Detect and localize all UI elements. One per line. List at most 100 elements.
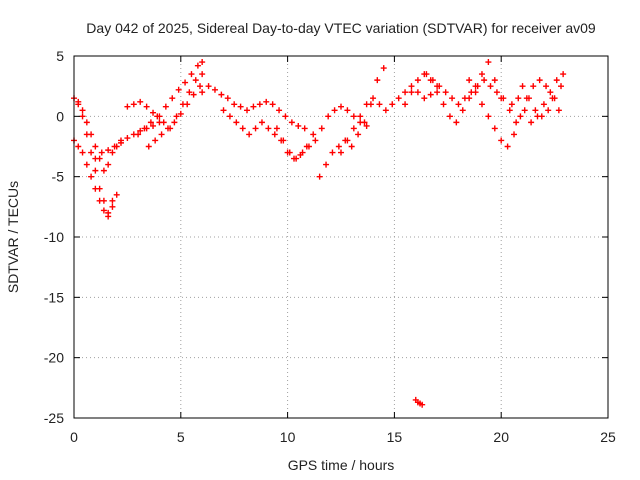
data-point	[88, 149, 95, 156]
data-point	[96, 197, 103, 204]
data-point	[220, 107, 227, 114]
data-point	[164, 125, 171, 132]
grid-lines	[74, 56, 608, 418]
data-point	[374, 77, 381, 84]
data-point	[325, 113, 332, 120]
data-point	[109, 149, 116, 156]
data-point	[205, 83, 212, 90]
data-point	[434, 89, 441, 96]
data-point	[130, 101, 137, 108]
data-point	[98, 149, 105, 156]
data-point	[310, 131, 317, 138]
data-point	[199, 71, 206, 78]
data-points	[71, 59, 567, 408]
x-tick-label: 15	[387, 429, 403, 445]
data-point	[171, 119, 178, 126]
data-point	[370, 95, 377, 102]
chart-title: Day 042 of 2025, Sidereal Day-to-day VTE…	[86, 20, 596, 36]
data-point	[143, 103, 150, 110]
data-point	[124, 103, 131, 110]
data-point	[350, 113, 357, 120]
data-point	[92, 143, 99, 150]
data-point	[536, 77, 543, 84]
data-point	[344, 137, 351, 144]
data-point	[485, 59, 492, 66]
data-point	[79, 107, 86, 114]
data-point	[137, 98, 144, 105]
data-point	[513, 119, 520, 126]
data-point	[109, 203, 116, 210]
data-point	[113, 191, 120, 198]
data-point	[355, 131, 362, 138]
data-point	[301, 125, 308, 132]
data-point	[83, 161, 90, 168]
data-point	[389, 101, 396, 108]
data-point	[117, 139, 124, 146]
data-point	[485, 113, 492, 120]
data-point	[100, 207, 107, 214]
data-point	[231, 101, 238, 108]
data-point	[363, 122, 370, 129]
data-point	[551, 95, 558, 102]
data-point	[547, 89, 554, 96]
data-point	[75, 143, 82, 150]
data-point	[162, 103, 169, 110]
data-point	[147, 119, 154, 126]
data-point	[446, 113, 453, 120]
data-point	[545, 107, 552, 114]
data-point	[521, 107, 528, 114]
data-point	[197, 83, 204, 90]
data-point	[154, 113, 161, 120]
data-point	[141, 125, 148, 132]
data-point	[519, 83, 526, 90]
data-point	[135, 131, 142, 138]
data-point	[244, 107, 251, 114]
data-point	[478, 71, 485, 78]
data-point	[184, 101, 191, 108]
data-point	[276, 107, 283, 114]
data-point	[188, 71, 195, 78]
data-point	[150, 109, 157, 116]
x-axis-label: GPS time / hours	[288, 457, 395, 473]
x-tick-label: 10	[280, 429, 296, 445]
data-point	[555, 107, 562, 114]
data-point	[92, 167, 99, 174]
data-point	[109, 197, 116, 204]
y-tick-label: -5	[52, 169, 65, 185]
data-point	[194, 62, 201, 69]
data-point	[105, 147, 112, 154]
data-point	[543, 83, 550, 90]
data-point	[382, 107, 389, 114]
data-point	[269, 101, 276, 108]
data-point	[83, 119, 90, 126]
data-point	[402, 101, 409, 108]
data-point	[252, 125, 259, 132]
data-point	[182, 79, 189, 86]
x-tick-label: 20	[493, 429, 509, 445]
data-point	[211, 86, 218, 93]
data-point	[357, 113, 364, 120]
data-point	[237, 103, 244, 110]
data-point	[192, 77, 199, 84]
data-point	[511, 131, 518, 138]
data-point	[459, 107, 466, 114]
x-tick-label: 5	[177, 429, 185, 445]
data-point	[92, 185, 99, 192]
data-point	[500, 95, 507, 102]
data-point	[305, 143, 312, 150]
data-point	[376, 101, 383, 108]
data-point	[453, 119, 460, 126]
data-point	[177, 110, 184, 117]
y-tick-label: 5	[56, 48, 64, 64]
data-point	[280, 137, 287, 144]
data-point	[449, 95, 456, 102]
data-point	[105, 161, 112, 168]
data-point	[79, 113, 86, 120]
axis-ticks	[73, 55, 609, 419]
data-point	[474, 83, 481, 90]
data-point	[338, 149, 344, 156]
data-point	[338, 103, 344, 110]
data-point	[150, 122, 157, 129]
data-point	[224, 95, 231, 102]
data-point	[286, 149, 293, 156]
